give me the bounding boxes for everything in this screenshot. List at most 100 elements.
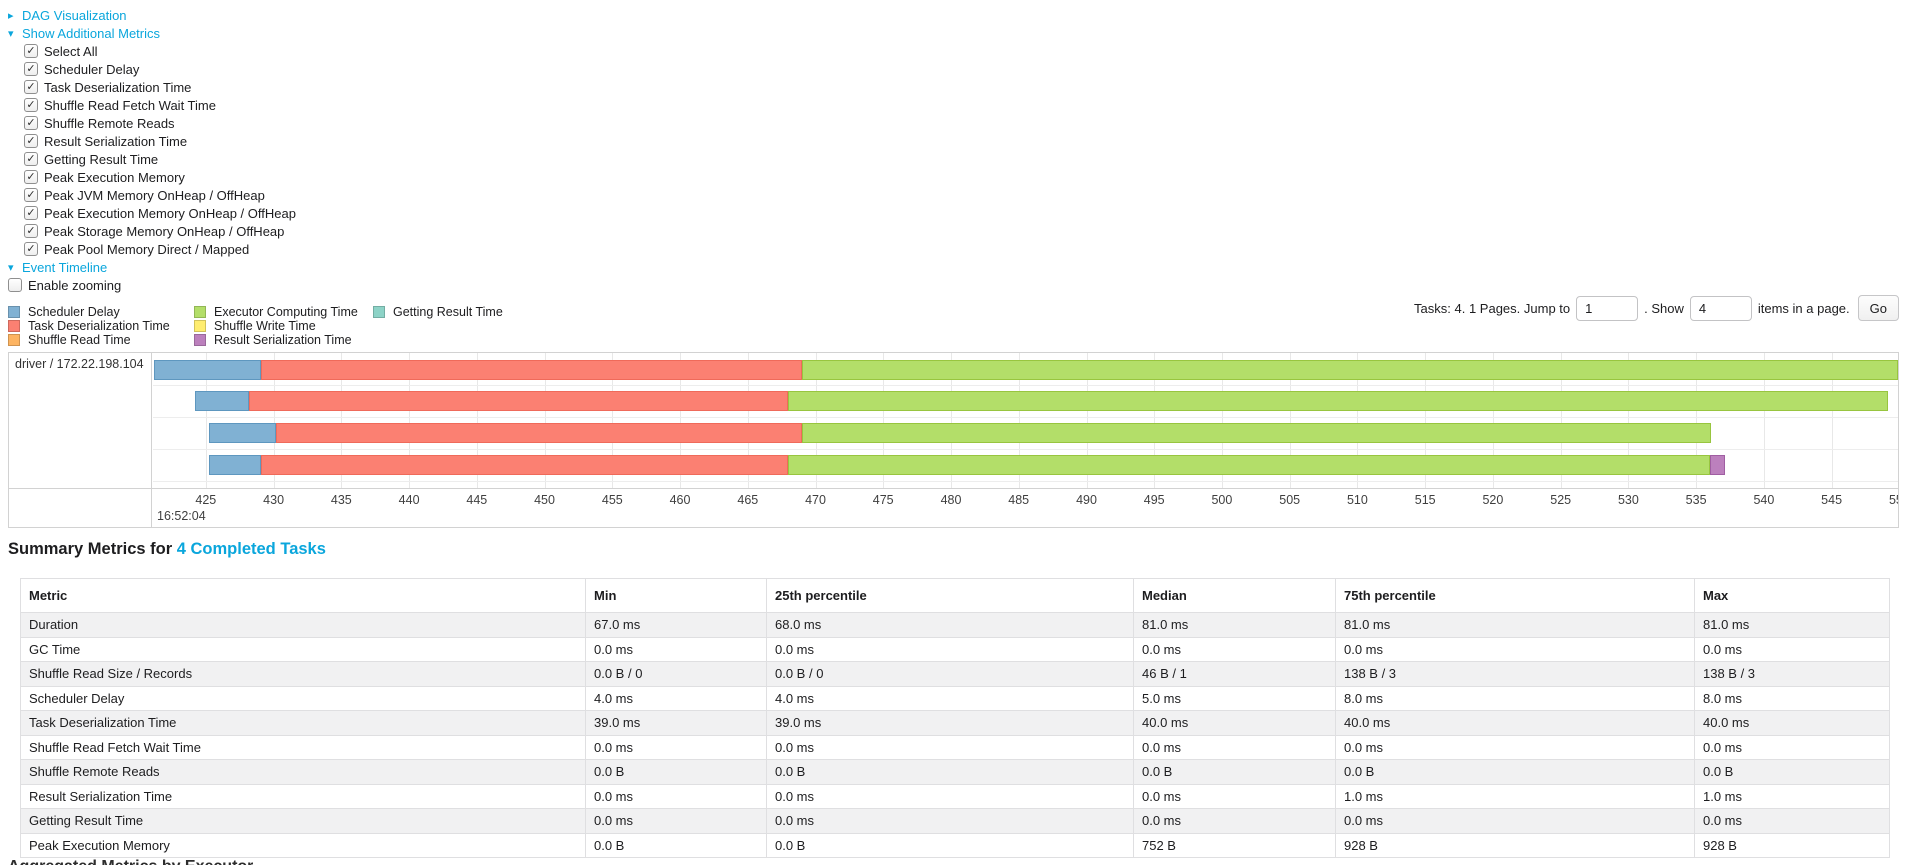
- go-button[interactable]: Go: [1857, 295, 1899, 321]
- legend-swatch-icon: [8, 334, 20, 346]
- metric-checkbox-label: Select All: [44, 43, 98, 59]
- axis-tick-label: 490: [1076, 493, 1097, 507]
- checkbox-checked-icon[interactable]: ✓: [24, 188, 38, 202]
- task-bar-segment-scheduler_delay[interactable]: [208, 455, 262, 475]
- task-bar-segment-task_deserialization[interactable]: [261, 455, 789, 475]
- show-additional-metrics-label[interactable]: Show Additional Metrics: [22, 25, 161, 41]
- table-cell: 0.0 B: [1335, 759, 1695, 785]
- metric-checkbox-item: ✓ Select All: [8, 42, 296, 60]
- checkbox-checked-icon[interactable]: ✓: [24, 98, 38, 112]
- items-per-page-input[interactable]: [1689, 295, 1752, 321]
- triangle-down-icon: ▾: [8, 27, 14, 40]
- checkbox-checked-icon[interactable]: ✓: [24, 134, 38, 148]
- table-header-cell: 75th percentile: [1335, 578, 1695, 613]
- table-header-cell: 25th percentile: [766, 578, 1134, 613]
- table-row: Task Deserialization Time 39.0 ms 39.0 ms 4…: [20, 710, 1890, 736]
- axis-tick-label: 495: [1143, 493, 1165, 507]
- executor-row-label: driver / 172.22.198.104: [9, 353, 152, 527]
- event-timeline-toggle[interactable]: ▾ Event Timeline: [8, 258, 296, 276]
- checkbox-checked-icon[interactable]: ✓: [24, 62, 38, 76]
- aggregated-metrics-heading-clipped: Aggregated Metrics by Executor: [8, 858, 253, 865]
- checkbox-checked-icon[interactable]: ✓: [24, 206, 38, 220]
- metric-checkbox-item: ✓ Scheduler Delay: [8, 60, 296, 78]
- task-bar-segment-executor_computing[interactable]: [788, 391, 1889, 411]
- checkbox-checked-icon[interactable]: ✓: [24, 116, 38, 130]
- table-cell: 0.0 ms: [1335, 636, 1695, 662]
- row-gridline: [153, 481, 1898, 482]
- gridline: [612, 353, 614, 488]
- event-timeline-label[interactable]: Event Timeline: [22, 259, 108, 275]
- checkbox-checked-icon[interactable]: ✓: [24, 242, 38, 256]
- table-cell: 40.0 ms: [1335, 710, 1695, 736]
- table-cell: Peak Execution Memory: [20, 832, 586, 858]
- metric-checkbox-label: Peak JVM Memory OnHeap / OffHeap: [44, 187, 265, 203]
- legend-label: Shuffle Read Time: [28, 333, 131, 347]
- task-bar-segment-scheduler_delay[interactable]: [154, 360, 262, 380]
- checkbox-checked-icon[interactable]: ✓: [24, 44, 38, 58]
- gridline: [1560, 353, 1562, 488]
- axis-tick-label: 520: [1482, 493, 1504, 507]
- table-cell: Shuffle Read Size / Records: [20, 661, 586, 687]
- task-bar-segment-executor_computing[interactable]: [802, 360, 1898, 380]
- task-bar-segment-scheduler_delay[interactable]: [208, 423, 277, 443]
- completed-tasks-link[interactable]: 4 Completed Tasks: [176, 540, 326, 558]
- table-cell: 0.0 B / 0: [766, 661, 1134, 687]
- gridline: [747, 353, 749, 488]
- table-header-row: Metric Min 25th percentile Median 75th perce…: [20, 578, 1890, 613]
- checkbox-checked-icon[interactable]: ✓: [24, 152, 38, 166]
- table-cell: Task Deserialization Time: [20, 710, 586, 736]
- table-cell: 0.0 ms: [766, 636, 1134, 662]
- table-cell: 68.0 ms: [766, 612, 1134, 638]
- table-cell: Duration: [20, 612, 586, 638]
- gridline: [1221, 353, 1223, 488]
- table-row: Shuffle Read Size / Records 0.0 B / 0 0.0 …: [20, 661, 1890, 687]
- legend-column: Scheduler Delay Task Deserialization Time…: [8, 305, 170, 347]
- table-cell: 8.0 ms: [1694, 685, 1890, 711]
- show-additional-metrics-toggle[interactable]: ▾ Show Additional Metrics: [8, 24, 296, 42]
- checkbox-checked-icon[interactable]: ✓: [24, 224, 38, 238]
- gridline: [409, 353, 411, 488]
- metric-checkbox-item: ✓ Peak Storage Memory OnHeap / OffHeap: [8, 222, 296, 240]
- task-bar-segment-executor_computing[interactable]: [802, 423, 1712, 443]
- axis-tick-label: 455: [601, 493, 623, 507]
- axis-tick-label: 450: [534, 493, 555, 507]
- legend-swatch-icon: [194, 306, 206, 318]
- table-cell: 0.0 ms: [1133, 808, 1336, 834]
- tasks-count-text: Tasks: 4. 1 Pages. Jump to: [1414, 300, 1571, 316]
- table-cell: 0.0 ms: [766, 734, 1134, 760]
- axis-tick-label: 540: [1753, 493, 1775, 507]
- axis-tick-label: 530: [1617, 493, 1639, 507]
- task-bar-segment-task_deserialization[interactable]: [261, 360, 802, 380]
- table-cell: 0.0 B: [585, 832, 767, 858]
- table-cell: 0.0 ms: [585, 783, 767, 809]
- dag-visualization-toggle[interactable]: ▸ DAG Visualization: [8, 6, 296, 24]
- gridline: [951, 353, 952, 488]
- legend-label: Task Deserialization Time: [28, 319, 170, 333]
- summary-title-prefix: Summary Metrics for: [8, 540, 177, 558]
- task-bar-segment-task_deserialization[interactable]: [276, 423, 802, 443]
- jump-to-page-input[interactable]: [1576, 295, 1639, 321]
- task-bar-segment-result_serialization[interactable]: [1709, 455, 1725, 475]
- axis-tick-label: 445: [466, 493, 488, 507]
- legend-label: Executor Computing Time: [214, 305, 358, 319]
- checkbox-checked-icon[interactable]: ✓: [24, 80, 38, 94]
- axis-base-time-label: 16:52:04: [157, 509, 206, 523]
- enable-zooming-checkbox[interactable]: [8, 278, 22, 292]
- table-cell: 5.0 ms: [1133, 685, 1336, 711]
- task-bar-segment-task_deserialization[interactable]: [249, 391, 789, 411]
- task-bar-segment-scheduler_delay[interactable]: [195, 391, 250, 411]
- table-row: Shuffle Remote Reads 0.0 B 0.0 B 0.0 B 0.0 B…: [20, 759, 1890, 785]
- checkbox-checked-icon[interactable]: ✓: [24, 170, 38, 184]
- legend-swatch-icon: [8, 320, 20, 332]
- gridline: [815, 353, 817, 488]
- task-bar-segment-executor_computing[interactable]: [788, 455, 1710, 475]
- gridline: [1154, 353, 1156, 488]
- metric-checkbox-label: Shuffle Remote Reads: [44, 115, 175, 131]
- legend-item: Result Serialization Time: [194, 333, 358, 347]
- dag-visualization-label[interactable]: DAG Visualization: [22, 7, 127, 23]
- axis-tick-label: 465: [737, 493, 759, 507]
- gridline: [1763, 353, 1765, 488]
- metric-checkbox-item: ✓ Peak Pool Memory Direct / Mapped: [8, 240, 296, 258]
- metric-checkbox-item: ✓ Peak Execution Memory: [8, 168, 296, 186]
- axis-line: [9, 488, 1898, 489]
